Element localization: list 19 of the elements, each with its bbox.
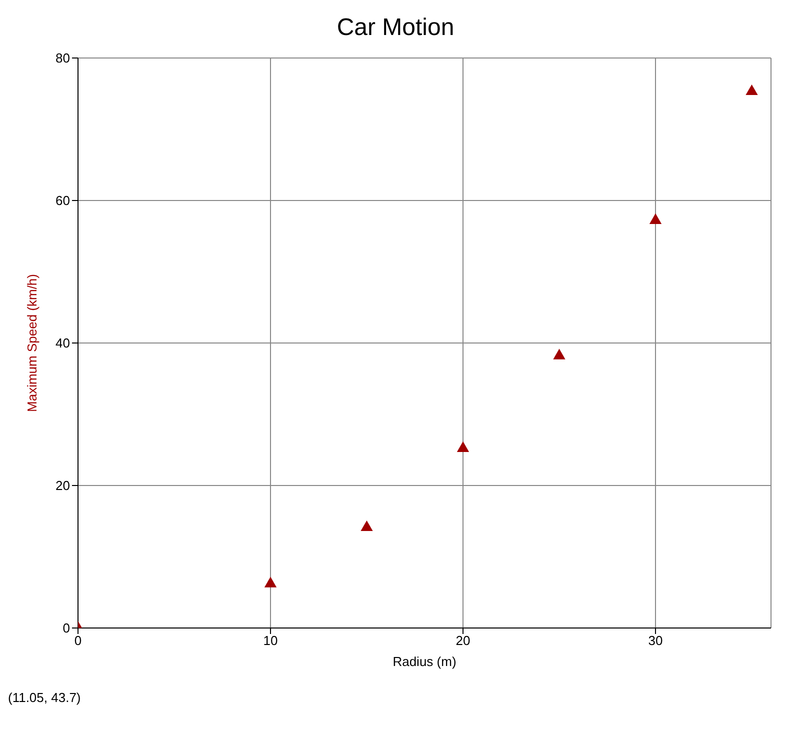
x-tick-label: 10 [263,633,278,648]
text: (11.05, 43.7) [8,690,82,705]
y-axis-title: Maximum Speed (km/h) [24,274,40,412]
x-axis-title: Radius (m) [392,654,456,669]
y-tick-label: 80 [56,50,70,66]
x-tick-label: 20 [456,633,470,648]
y-tick-label: 40 [56,336,70,351]
y-tick-label: 0 [62,620,70,636]
chart-title: Car Motion [336,13,456,43]
y-tick-label: 60 [56,193,70,208]
y-tick-label: 20 [56,478,70,494]
x-tick-label: 30 [648,633,663,648]
point [649,213,662,224]
point [553,348,566,360]
x-tick-label: 0 [74,633,82,648]
point [746,84,758,95]
point [456,441,470,452]
point [360,520,373,532]
point [264,576,277,588]
